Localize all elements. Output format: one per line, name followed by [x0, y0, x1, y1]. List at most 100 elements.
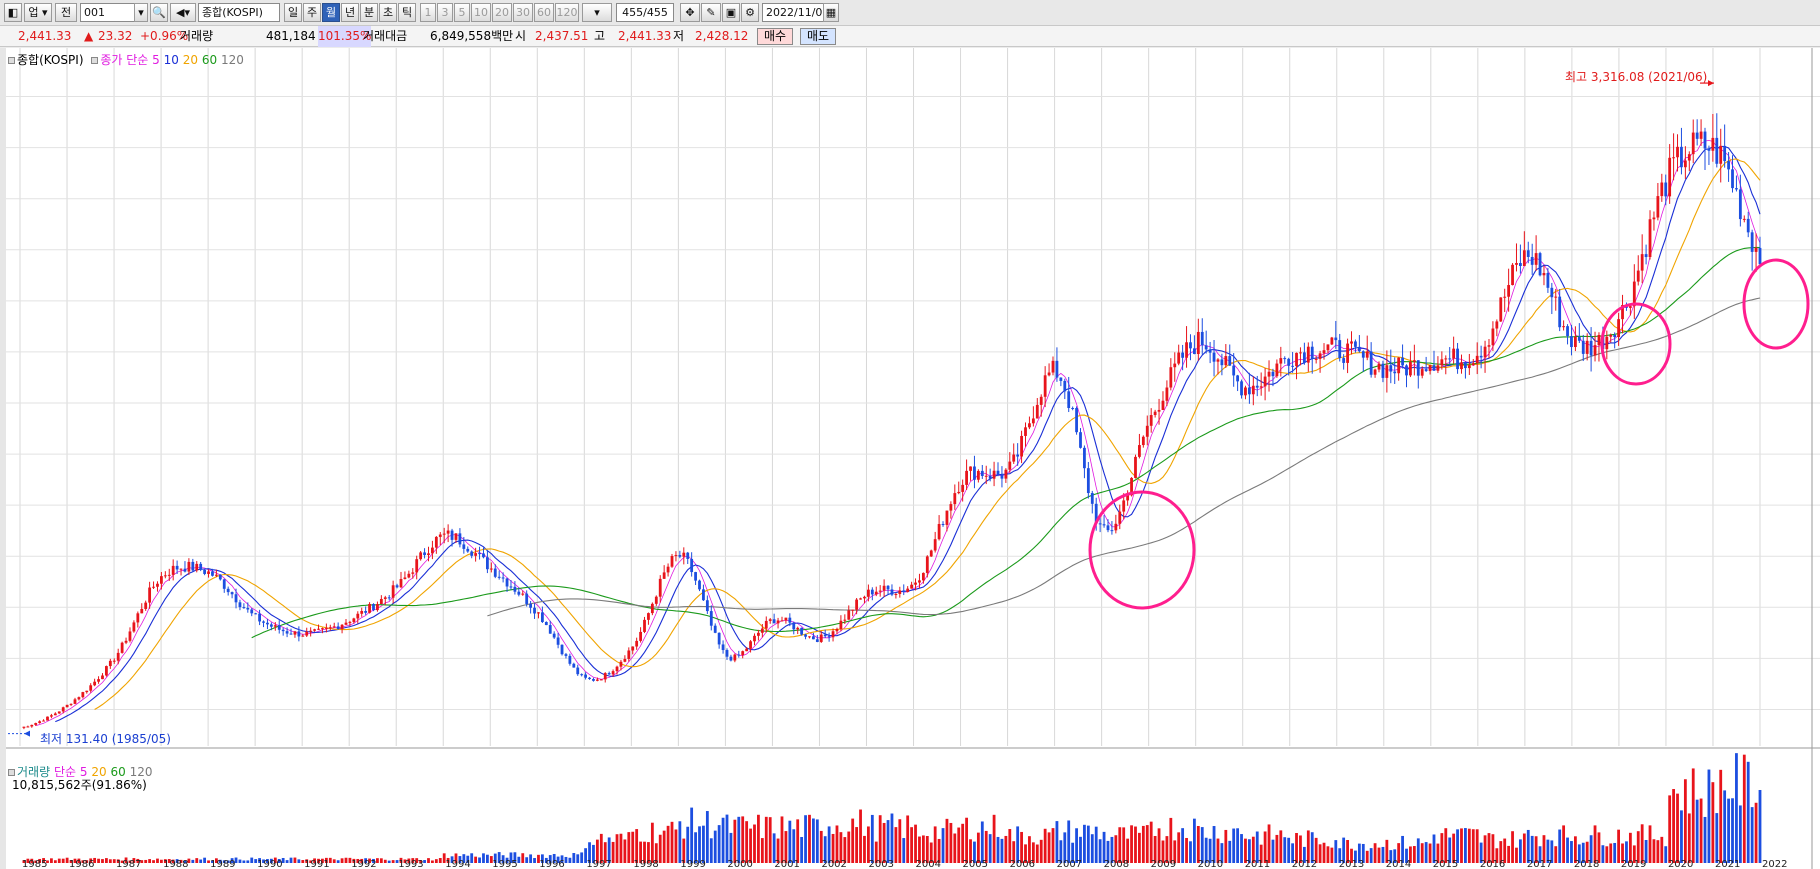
sell-button[interactable]: 매도 [800, 28, 837, 45]
drawing-tool-icon[interactable]: ✎ [701, 3, 721, 22]
multiplier-120[interactable]: 120 [555, 3, 579, 22]
volume-bar [42, 858, 45, 863]
candle-body [1361, 351, 1365, 358]
candle-body [1593, 345, 1597, 356]
candle-body [1632, 281, 1636, 307]
x-tick-label: 1989 [210, 859, 235, 869]
legend-box-icon[interactable] [8, 769, 15, 776]
volume-bar [1161, 840, 1165, 863]
volume-bar [1707, 769, 1711, 863]
volume-bar [93, 857, 97, 863]
multiplier-20[interactable]: 20 [492, 3, 512, 22]
volume-bar [847, 831, 851, 863]
all-button[interactable]: 전 [55, 3, 77, 22]
volume-bar [737, 816, 741, 863]
candle-body [568, 655, 572, 664]
volume-bar [1530, 835, 1534, 863]
volume-bar [1357, 843, 1361, 863]
volume-bar [53, 860, 57, 863]
legend-box-icon[interactable] [91, 57, 99, 64]
volume-bar [1110, 836, 1114, 863]
multiplier-dropdown-icon[interactable]: ▾ [582, 3, 612, 22]
volume-bar [1436, 843, 1440, 863]
sound-icon[interactable]: ◀▾ [170, 3, 196, 22]
multiplier-60[interactable]: 60 [534, 3, 554, 22]
volume-bar [1644, 839, 1648, 863]
multiplier-5[interactable]: 5 [454, 3, 470, 22]
candle-body [234, 594, 238, 603]
candle-body [486, 557, 489, 570]
multiplier-1[interactable]: 1 [420, 3, 436, 22]
volume-bar [670, 821, 674, 863]
volume-bar [1695, 799, 1699, 863]
volume-bar [929, 842, 933, 863]
period-week[interactable]: 주 [303, 3, 321, 22]
candle-body [529, 603, 533, 608]
save-icon[interactable]: ▣ [722, 3, 740, 22]
candle-body [721, 644, 725, 651]
period-month[interactable]: 월 [322, 3, 340, 22]
period-minute[interactable]: 분 [360, 3, 378, 22]
candle-body [1354, 341, 1357, 347]
candle-body [1511, 264, 1514, 286]
volume-bar [796, 819, 800, 863]
candle-body [1687, 154, 1691, 161]
chart-svg[interactable]: 1985 1986 1987 1988 1989 1990 1991 1992 1993 1994… [0, 48, 1820, 869]
code-dropdown-icon[interactable]: ▾ [134, 3, 148, 22]
candle-body [627, 650, 631, 659]
volume-bar [1507, 845, 1511, 863]
code-input[interactable]: 001 [80, 3, 148, 22]
candle-body [1279, 358, 1283, 364]
volume-bar [552, 853, 556, 863]
volume-bar [1141, 825, 1145, 863]
volume-bar [647, 842, 650, 863]
volume-bar [372, 858, 375, 863]
period-day[interactable]: 일 [284, 3, 302, 22]
period-tick[interactable]: 틱 [398, 3, 416, 22]
market-selector[interactable]: 업 ▾ [24, 3, 52, 22]
date-input[interactable]: 2022/11/01 [762, 3, 829, 22]
volume-bar [757, 814, 760, 863]
x-tick-label: 2020 [1668, 859, 1693, 869]
volume-bar [611, 841, 615, 863]
volume-bar [890, 813, 894, 863]
legend-box-icon[interactable] [8, 57, 15, 64]
multiplier-3[interactable]: 3 [437, 3, 453, 22]
settings-icon[interactable]: ⚙ [741, 3, 759, 22]
candle-body [517, 591, 521, 595]
candle-body [1310, 346, 1314, 359]
volume-bar [399, 857, 403, 863]
volume-bar [745, 821, 749, 863]
volume-bar [1047, 832, 1051, 863]
volume-bar [1075, 828, 1078, 863]
volume-bar [1326, 846, 1330, 863]
candle-body [269, 624, 273, 627]
period-second[interactable]: 초 [379, 3, 397, 22]
candle-body [796, 627, 800, 630]
calendar-icon[interactable]: ▦ [823, 3, 839, 22]
volume-bar [521, 853, 525, 863]
multiplier-10[interactable]: 10 [471, 3, 491, 22]
x-tick-label: 2022 [1762, 859, 1787, 869]
volume-bar [698, 826, 701, 863]
volume-bar [1636, 831, 1640, 863]
buy-button[interactable]: 매수 [757, 28, 794, 45]
candle-body [1114, 523, 1118, 531]
volume-bar [497, 852, 501, 863]
volume-bar [768, 817, 772, 863]
candle-body [576, 667, 580, 675]
volume-bar [1652, 839, 1656, 863]
candle-body [882, 585, 886, 591]
search-icon[interactable]: 🔍 [150, 3, 168, 22]
candle-body [458, 533, 462, 545]
candle-body [1102, 524, 1106, 526]
crosshair-icon[interactable]: ✥ [680, 3, 700, 22]
period-year[interactable]: 년 [341, 3, 359, 22]
candle-body [1338, 340, 1342, 359]
candle-body [1424, 369, 1428, 372]
volume-bar [1416, 838, 1420, 863]
layout-icon[interactable]: ◧ [4, 3, 22, 22]
multiplier-30[interactable]: 30 [513, 3, 533, 22]
chart-area[interactable] [0, 48, 1820, 869]
candle-body [132, 622, 136, 632]
